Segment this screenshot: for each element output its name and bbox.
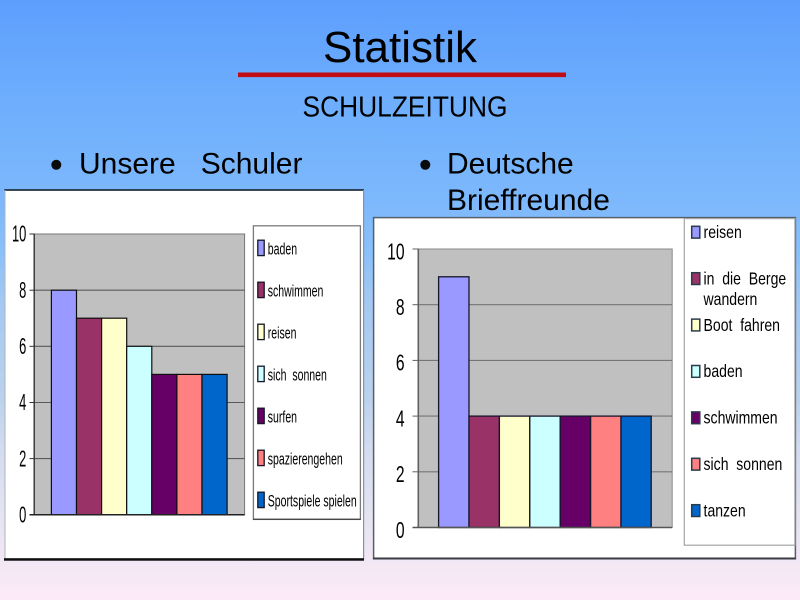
svg-text:surfen: surfen (268, 407, 297, 426)
svg-text:8: 8 (19, 277, 26, 303)
svg-text:baden: baden (704, 362, 743, 382)
svg-text:wandern: wandern (703, 289, 758, 309)
svg-text:sich sonnen: sich sonnen (268, 365, 327, 384)
svg-text:8: 8 (396, 295, 405, 321)
svg-text:0: 0 (396, 518, 405, 544)
svg-text:Unsere Schuler: Unsere Schuler (79, 148, 302, 181)
svg-text:2: 2 (396, 462, 405, 488)
svg-text:SCHULZEITUNG: SCHULZEITUNG (303, 92, 508, 124)
svg-text:0: 0 (19, 502, 26, 528)
svg-text:4: 4 (19, 389, 26, 415)
svg-text:Deutsche: Deutsche (447, 148, 574, 181)
svg-text:6: 6 (396, 351, 405, 377)
svg-text:tanzen: tanzen (704, 501, 746, 521)
svg-text:in die Berge: in die Berge (704, 269, 787, 289)
svg-text:schwimmen: schwimmen (704, 408, 778, 428)
svg-text:Brieffreunde: Brieffreunde (447, 184, 610, 217)
svg-text:reisen: reisen (704, 222, 742, 242)
svg-text:Boot fahren: Boot fahren (704, 315, 780, 335)
svg-text:baden: baden (268, 239, 297, 258)
svg-text:Sportspiele spielen: Sportspiele spielen (268, 491, 357, 510)
svg-text:schwimmen: schwimmen (268, 281, 324, 300)
svg-text:sich sonnen: sich sonnen (704, 454, 783, 474)
svg-text:4: 4 (396, 407, 405, 433)
svg-text:reisen: reisen (268, 323, 297, 342)
svg-text:6: 6 (19, 333, 26, 359)
svg-text:10: 10 (387, 239, 404, 265)
svg-text:2: 2 (19, 445, 26, 471)
svg-text:10: 10 (12, 221, 26, 247)
svg-text:Statistik: Statistik (323, 23, 478, 72)
svg-text:spazierengehen: spazierengehen (268, 449, 343, 468)
